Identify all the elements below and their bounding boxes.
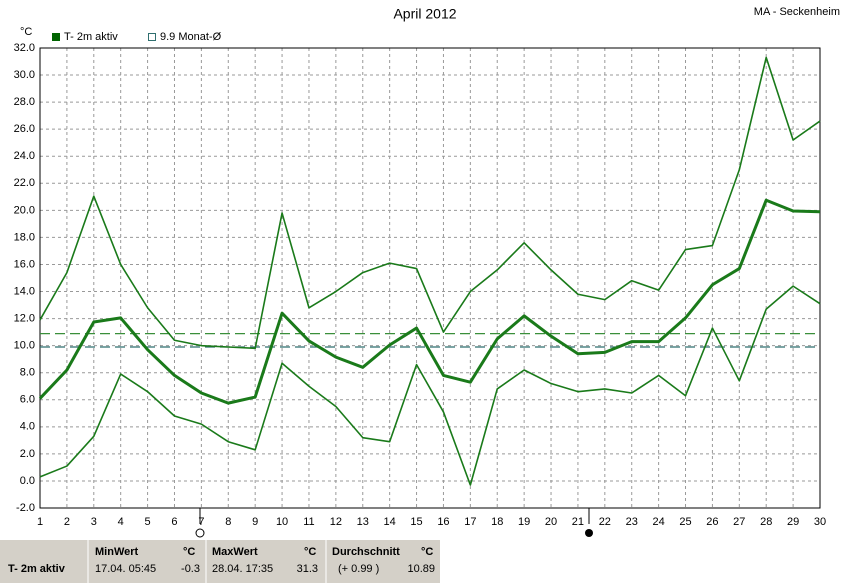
x-tick-label: 28 [760,516,772,528]
x-tick-label: 30 [814,516,826,528]
x-tick-label: 14 [384,516,396,528]
stats-header: MaxWert [212,546,258,558]
y-tick-label: 30.0 [14,69,35,81]
series-line [38,198,821,405]
stats-unit: °C [304,546,316,558]
x-tick-label: 27 [733,516,745,528]
y-tick-label: 12.0 [14,312,35,324]
x-tick-label: 18 [491,516,503,528]
y-tick-label: 20.0 [14,204,35,216]
stats-background [0,540,440,583]
y-tick-label: 26.0 [14,123,35,135]
stats-header: MinWert [95,546,139,558]
stats-panel: T- 2m aktiv MinWert °C 17.04. 05:45 -0.3… [0,540,440,583]
y-tick-label: 16.0 [14,258,35,270]
y-tick-label: -2.0 [16,502,35,514]
x-tick-label: 25 [679,516,691,528]
series-line [39,285,821,486]
y-tick-label: 22.0 [14,177,35,189]
moon-icon [195,528,205,538]
x-tick-label: 4 [118,516,124,528]
moon-icon [585,529,593,537]
x-tick-label: 2 [64,516,70,528]
plot: -2.0 0.0 2.0 4.0 6.0 8.0 10.0 12.0 14.0 16.0 18.0 2… [14,42,827,528]
y-tick-label: 18.0 [14,231,35,243]
stats-series: T- 2m aktiv [8,563,66,575]
x-tick-label: 6 [171,516,177,528]
legend-swatch [148,33,156,41]
x-tick-label: 26 [706,516,718,528]
stats-value: 10.89 [407,563,435,575]
x-tick-label: 16 [437,516,449,528]
legend-label: 9.9 Monat-Ø [160,31,222,43]
x-tick-label: 13 [357,516,369,528]
x-tick-label: 24 [652,516,664,528]
x-tick-label: 5 [145,516,151,528]
station: MA - Seckenheim [754,6,840,18]
stats-when: 28.04. 17:35 [212,563,273,575]
x-tick-label: 19 [518,516,530,528]
x-tick-label: 10 [276,516,288,528]
x-tick-label: 22 [599,516,611,528]
x-tick-label: 23 [626,516,638,528]
y-tick-label: 10.0 [14,340,35,352]
y-tick-label: 24.0 [14,150,35,162]
y-tick-label: 14.0 [14,285,35,297]
series-line [39,56,821,350]
x-tick-label: 1 [37,516,43,528]
legend-label: T- 2m aktiv [64,31,118,43]
x-tick-label: 12 [330,516,342,528]
y-unit: °C [20,26,32,38]
x-tick-label: 3 [91,516,97,528]
y-tick-label: 4.0 [20,421,35,433]
plot-border [39,47,821,509]
x-tick-label: 17 [464,516,476,528]
x-tick-label: 15 [410,516,422,528]
stats-header: Durchschnitt [332,546,400,558]
stats-unit: °C [421,546,433,558]
x-tick-label: 29 [787,516,799,528]
y-tick-label: 8.0 [20,367,35,379]
stats-value: 31.3 [297,563,318,575]
stats-when: (+ 0.99 ) [338,563,379,575]
y-tick-label: 32.0 [14,42,35,54]
x-tick-label: 8 [225,516,231,528]
x-tick-label: 20 [545,516,557,528]
stats-when: 17.04. 05:45 [95,563,156,575]
chart-title: April 2012 [393,6,456,22]
stats-value: -0.3 [181,563,200,575]
y-tick-label: 2.0 [20,448,35,460]
x-tick-label: 9 [252,516,258,528]
y-tick-label: 0.0 [20,475,35,487]
stats-unit: °C [183,546,195,558]
x-tick-label: 21 [572,516,584,528]
x-tick-label: 7 [198,516,204,528]
y-tick-label: 28.0 [14,96,35,108]
y-tick-label: 6.0 [20,394,35,406]
legend-swatch [52,33,60,41]
x-tick-label: 11 [303,516,314,528]
